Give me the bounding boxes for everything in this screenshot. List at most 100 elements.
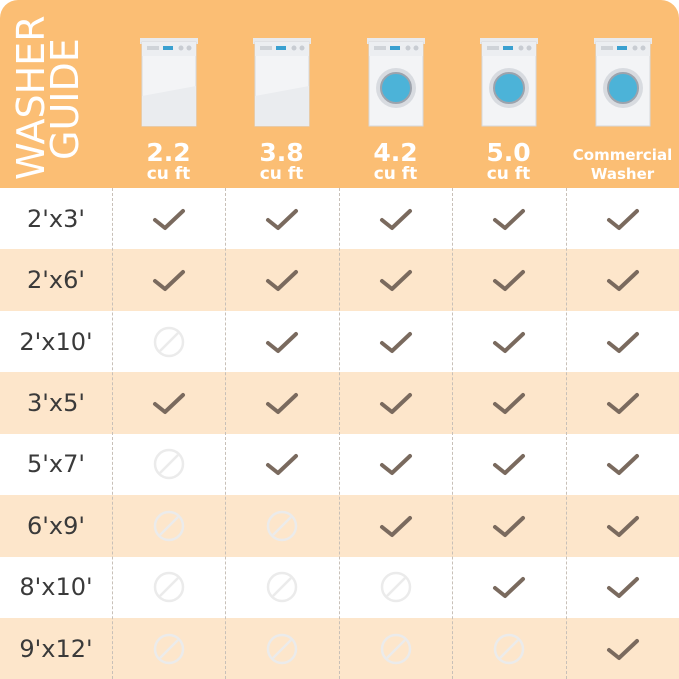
fit-cell — [339, 556, 452, 618]
check-icon — [606, 331, 639, 353]
rug-size: 3'x5' — [27, 388, 85, 417]
capacity-value: 2.2 — [146, 138, 191, 167]
check-icon — [606, 454, 639, 476]
fit-cell — [112, 188, 225, 250]
fit-cell — [566, 495, 679, 557]
check-icon — [606, 577, 639, 599]
fit-cell — [225, 311, 338, 373]
fit-cell — [566, 249, 679, 311]
not-allowed-icon — [153, 510, 184, 541]
capacity-unit: cu ft — [373, 164, 418, 184]
fit-cell — [339, 618, 452, 679]
check-icon — [379, 392, 412, 414]
guide-title: WASHER GUIDE — [9, 15, 87, 180]
fit-cell — [452, 618, 565, 679]
fit-cell — [566, 434, 679, 496]
not-allowed-icon — [266, 510, 297, 541]
fit-cell — [225, 249, 338, 311]
capacity-value: 5.0 — [486, 138, 531, 167]
fit-cell — [225, 556, 338, 618]
rug-size: 2'x3' — [27, 204, 85, 233]
check-icon — [265, 270, 298, 292]
washer-icon — [253, 38, 311, 127]
check-icon — [492, 331, 525, 353]
fit-cell — [225, 618, 338, 679]
fit-cell — [566, 556, 679, 618]
check-icon — [379, 331, 412, 353]
title-line-2: GUIDE — [43, 38, 87, 160]
column-divider — [452, 188, 453, 679]
washer-column-header: 3.8 cu ft — [225, 0, 338, 188]
check-icon — [606, 208, 639, 230]
capacity-unit: cu ft — [259, 164, 304, 184]
check-icon — [265, 454, 298, 476]
rug-size: 2'x6' — [27, 266, 85, 295]
fit-cell — [566, 372, 679, 434]
fit-cell — [566, 618, 679, 679]
rug-size: 5'x7' — [27, 450, 85, 479]
washer-column-header: 2.2 cu ft — [112, 0, 225, 188]
check-icon — [152, 270, 185, 292]
column-divider — [112, 188, 113, 679]
column-divider — [225, 188, 226, 679]
not-allowed-icon — [153, 326, 184, 357]
fit-cell — [452, 188, 565, 250]
not-allowed-icon — [380, 571, 411, 603]
fit-cell — [452, 372, 565, 434]
fit-cell — [112, 495, 225, 557]
fit-cell — [339, 249, 452, 311]
check-icon — [265, 392, 298, 414]
fit-cell — [452, 434, 565, 496]
washer-icon — [594, 38, 652, 127]
fit-cell — [225, 495, 338, 557]
fit-cell — [225, 372, 338, 434]
rug-size: 8'x10' — [19, 573, 93, 602]
fit-cell — [112, 311, 225, 373]
table-row: 2'x3' — [0, 188, 679, 250]
not-allowed-icon — [153, 571, 184, 603]
capacity-unit: cu ft — [146, 164, 191, 184]
table-row: 2'x10' — [0, 311, 679, 373]
check-icon — [492, 392, 525, 414]
check-icon — [379, 454, 412, 476]
check-icon — [492, 515, 525, 537]
washer-column-header: 5.0 cu ft — [452, 0, 565, 188]
check-icon — [152, 392, 185, 414]
fit-cell — [339, 372, 452, 434]
check-icon — [379, 270, 412, 292]
check-icon — [606, 392, 639, 414]
fit-cell — [452, 249, 565, 311]
fit-cell — [566, 188, 679, 250]
capacity-value: 3.8 — [259, 138, 304, 167]
washer-column-header: 4.2 cu ft — [339, 0, 452, 188]
table-row: 8'x10' — [0, 556, 679, 618]
check-icon — [379, 515, 412, 537]
fit-cell — [112, 249, 225, 311]
fit-cell — [112, 618, 225, 679]
not-allowed-icon — [266, 571, 297, 603]
rug-size: 9'x12' — [19, 634, 93, 663]
rug-size: 2'x10' — [19, 327, 93, 356]
not-allowed-icon — [153, 633, 184, 664]
fit-cell — [112, 556, 225, 618]
check-icon — [606, 638, 639, 660]
washer-column-header: Commercial Washer — [566, 0, 679, 188]
fit-cell — [112, 372, 225, 434]
not-allowed-icon — [493, 633, 524, 664]
fit-cell — [452, 311, 565, 373]
table-row: 5'x7' — [0, 434, 679, 496]
washer-icon — [140, 38, 198, 127]
not-allowed-icon — [380, 633, 411, 664]
check-icon — [152, 208, 185, 230]
fit-cell — [566, 311, 679, 373]
not-allowed-icon — [153, 449, 184, 480]
not-allowed-icon — [266, 633, 297, 664]
capacity-unit: cu ft — [486, 164, 531, 184]
check-icon — [492, 577, 525, 599]
capacity-value: 4.2 — [373, 138, 418, 167]
column-divider — [566, 188, 567, 679]
check-icon — [606, 270, 639, 292]
check-icon — [606, 515, 639, 537]
rug-size: 6'x9' — [27, 511, 85, 540]
fit-cell — [112, 434, 225, 496]
